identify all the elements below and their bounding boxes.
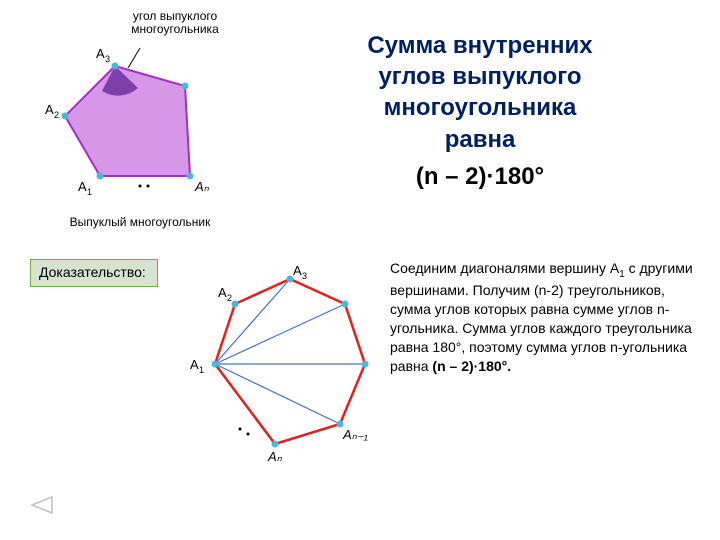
svg-text:3: 3 (105, 54, 110, 64)
title-main: Сумма внутренних углов выпуклого многоуг… (260, 30, 700, 155)
vertex2-an: Aₙ (267, 449, 283, 464)
title-formula: (n – 2)·180° (260, 163, 700, 191)
angle-label-line1: угол выпуклого (133, 9, 217, 23)
polygon-svg-2: A1 A2 A3 Aₙ₋₁ Aₙ (180, 259, 380, 479)
angle-label-line2: многоугольника (131, 22, 219, 36)
figure1-caption: Выпуклый многоугольник (20, 215, 260, 229)
proof-text: Соединим диагоналями вершину A1 с другим… (380, 259, 700, 484)
title-block: Сумма внутренних углов выпуклого многоуг… (260, 10, 700, 229)
svg-text:2: 2 (54, 110, 59, 120)
vertex2-a1: A (190, 357, 199, 372)
vertex-a1: A (78, 179, 87, 194)
vertex-a2: A (45, 102, 54, 117)
proof-diagram: A1 A2 A3 Aₙ₋₁ Aₙ (180, 259, 380, 484)
svg-text:2: 2 (227, 293, 232, 303)
svg-text:1: 1 (87, 187, 92, 197)
vertex-a3: A (96, 46, 105, 61)
vertex2-an1: Aₙ₋₁ (342, 427, 368, 442)
triangle-left-icon (28, 495, 56, 515)
convex-polygon-figure: угол выпуклого многоугольника A1 A2 A3 A… (20, 10, 260, 229)
svg-text:1: 1 (199, 365, 204, 375)
angle-label: угол выпуклого многоугольника (90, 10, 260, 36)
proof-label: Доказательство: (30, 259, 158, 287)
vertex2-a3: A (293, 263, 302, 278)
nav-back-button[interactable] (28, 495, 56, 520)
svg-text:3: 3 (302, 271, 307, 281)
vertex-an: Aₙ (194, 179, 210, 194)
polygon-svg-1: A1 A2 A3 Aₙ (20, 36, 240, 206)
vertex2-a2: A (218, 285, 227, 300)
